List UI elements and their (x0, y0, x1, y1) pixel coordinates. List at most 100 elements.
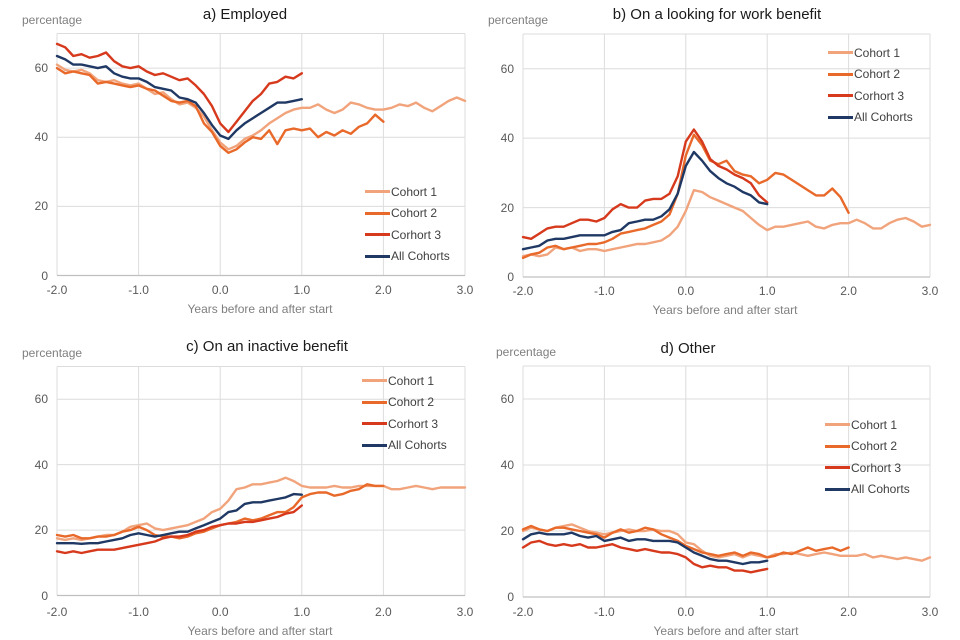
legend-line-all-cohorts (362, 443, 387, 447)
legend-line-cohort-2 (365, 211, 390, 215)
legend-item: Cohort 1 (828, 42, 913, 64)
legend-label: Cohort 1 (854, 45, 901, 60)
x-tick: 0.0 (677, 284, 695, 298)
series-line-corhort-3 (521, 128, 769, 241)
legend-line-cohort-2 (828, 72, 853, 76)
legend-item: Cohort 2 (828, 64, 913, 86)
y-tick-20: 20 (500, 524, 514, 538)
x-tick: 0.0 (211, 605, 229, 619)
x-axis-ticks: -2.0 -1.0 0.0 1.0 2.0 3.0 (47, 605, 474, 619)
x-tick: 2.0 (375, 283, 392, 297)
chart-panel-a: percentage a) Employed 60 40 20 0 -2.0 -… (0, 0, 480, 320)
series-line-all-cohorts (521, 531, 769, 566)
y-tick-20: 20 (500, 200, 514, 215)
legend-label: Corhort 3 (851, 460, 902, 475)
plot-area-b (521, 33, 932, 278)
x-tick: -2.0 (46, 605, 68, 619)
chart-panel-c: percentage c) On an inactive benefit 60 … (0, 320, 480, 640)
x-axis-label: Years before and after start (187, 302, 333, 316)
legend-label: All Cohorts (391, 249, 450, 264)
legend-label: Corhort 3 (391, 227, 442, 242)
series-line-cohort-1 (521, 523, 932, 562)
legend-label: All Cohorts (388, 438, 447, 453)
series-line-all-cohorts (55, 492, 303, 546)
y-tick-60: 60 (34, 61, 48, 76)
series-line-all-cohorts (521, 150, 769, 251)
x-tick: 3.0 (456, 283, 474, 297)
chart-title-c: c) On an inactive benefit (186, 338, 348, 355)
legend-item: All Cohorts (825, 479, 910, 501)
x-axis-label: Years before and after start (653, 624, 799, 638)
y-axis-unit-label: percentage (496, 345, 557, 359)
legend-label: Cohort 2 (854, 67, 901, 82)
legend-line-cohort-2 (362, 400, 387, 404)
legend-item: All Cohorts (365, 246, 450, 268)
legend-label: All Cohorts (854, 110, 913, 125)
legend-item: Cohort 2 (365, 203, 450, 225)
x-axis-ticks: -2.0 -1.0 0.0 1.0 2.0 3.0 (513, 605, 939, 619)
x-tick: -1.0 (128, 283, 149, 297)
x-tick: 2.0 (840, 284, 857, 298)
y-axis-ticks: 60 40 20 0 (0, 34, 48, 282)
series-line-corhort-3 (521, 539, 769, 574)
legend-item: Corhort 3 (365, 224, 450, 246)
legend-item: Corhort 3 (828, 85, 913, 107)
y-axis-ticks: 60 40 20 0 (0, 367, 48, 602)
chart-title-a: a) Employed (202, 6, 288, 23)
legend-item: Cohort 1 (362, 370, 447, 392)
legend-d: Cohort 1 Cohort 2 Corhort 3 All Cohorts (825, 414, 910, 500)
x-tick: 1.0 (293, 283, 311, 297)
legend-line-cohort-1 (828, 51, 853, 55)
legend-label: Cohort 2 (388, 395, 435, 410)
plot-area-a (55, 33, 467, 277)
x-tick: 2.0 (375, 605, 392, 619)
chart-panel-d: percentage d) Other 60 40 20 0 -2.0 -1.0… (480, 320, 960, 640)
series-line-cohort-1 (521, 188, 932, 258)
y-tick-60: 60 (500, 61, 514, 76)
chart-title-d: d) Other (660, 340, 716, 357)
x-axis-ticks: -2.0 -1.0 0.0 1.0 2.0 3.0 (513, 284, 939, 298)
legend-line-cohort-1 (825, 423, 850, 427)
x-axis-label: Years before and after start (187, 624, 333, 638)
y-tick-60: 60 (500, 392, 514, 406)
legend-a: Cohort 1 Cohort 2 Corhort 3 All Cohorts (365, 181, 450, 267)
legend-item: All Cohorts (362, 435, 447, 457)
legend-line-all-cohorts (825, 487, 850, 491)
y-axis-ticks: 60 40 20 0 (480, 366, 514, 604)
x-tick: 0.0 (677, 605, 695, 619)
x-tick: 1.0 (758, 284, 776, 298)
y-tick-0: 0 (41, 268, 48, 283)
legend-item: Corhort 3 (825, 457, 910, 479)
legend-b: Cohort 1 Cohort 2 Corhort 3 All Cohorts (828, 42, 913, 128)
x-tick: 3.0 (921, 605, 939, 619)
legend-item: Cohort 2 (362, 392, 447, 414)
x-tick: -1.0 (128, 605, 149, 619)
x-tick: -1.0 (594, 284, 615, 298)
legend-label: All Cohorts (851, 482, 910, 497)
legend-item: Corhort 3 (362, 413, 447, 435)
legend-line-cohort-2 (825, 444, 850, 448)
y-tick-40: 40 (34, 457, 48, 472)
x-tick: 3.0 (456, 605, 474, 619)
legend-line-cohort-1 (362, 379, 387, 383)
legend-line-all-cohorts (828, 115, 853, 119)
plot-area-c (55, 366, 467, 597)
chart-panel-b: percentage b) On a looking for work bene… (480, 0, 960, 320)
legend-line-corhort-3 (828, 94, 853, 98)
chart-title-b: b) On a looking for work benefit (612, 6, 822, 23)
y-axis-unit-label: percentage (488, 13, 549, 27)
legend-line-corhort-3 (362, 422, 387, 426)
series-line-cohort-1 (55, 63, 467, 151)
x-axis-ticks: -2.0 -1.0 0.0 1.0 2.0 3.0 (47, 283, 474, 297)
series-line-corhort-3 (55, 42, 303, 134)
series-line-cohort-2 (55, 66, 385, 155)
x-tick: 2.0 (840, 605, 857, 619)
legend-c: Cohort 1 Cohort 2 Corhort 3 All Cohorts (362, 370, 447, 456)
plot-area-d (521, 365, 932, 598)
legend-line-all-cohorts (365, 254, 390, 258)
y-tick-0: 0 (41, 588, 48, 603)
legend-label: Cohort 1 (851, 417, 898, 432)
series-line-cohort-2 (521, 133, 850, 260)
y-tick-60: 60 (34, 392, 48, 407)
